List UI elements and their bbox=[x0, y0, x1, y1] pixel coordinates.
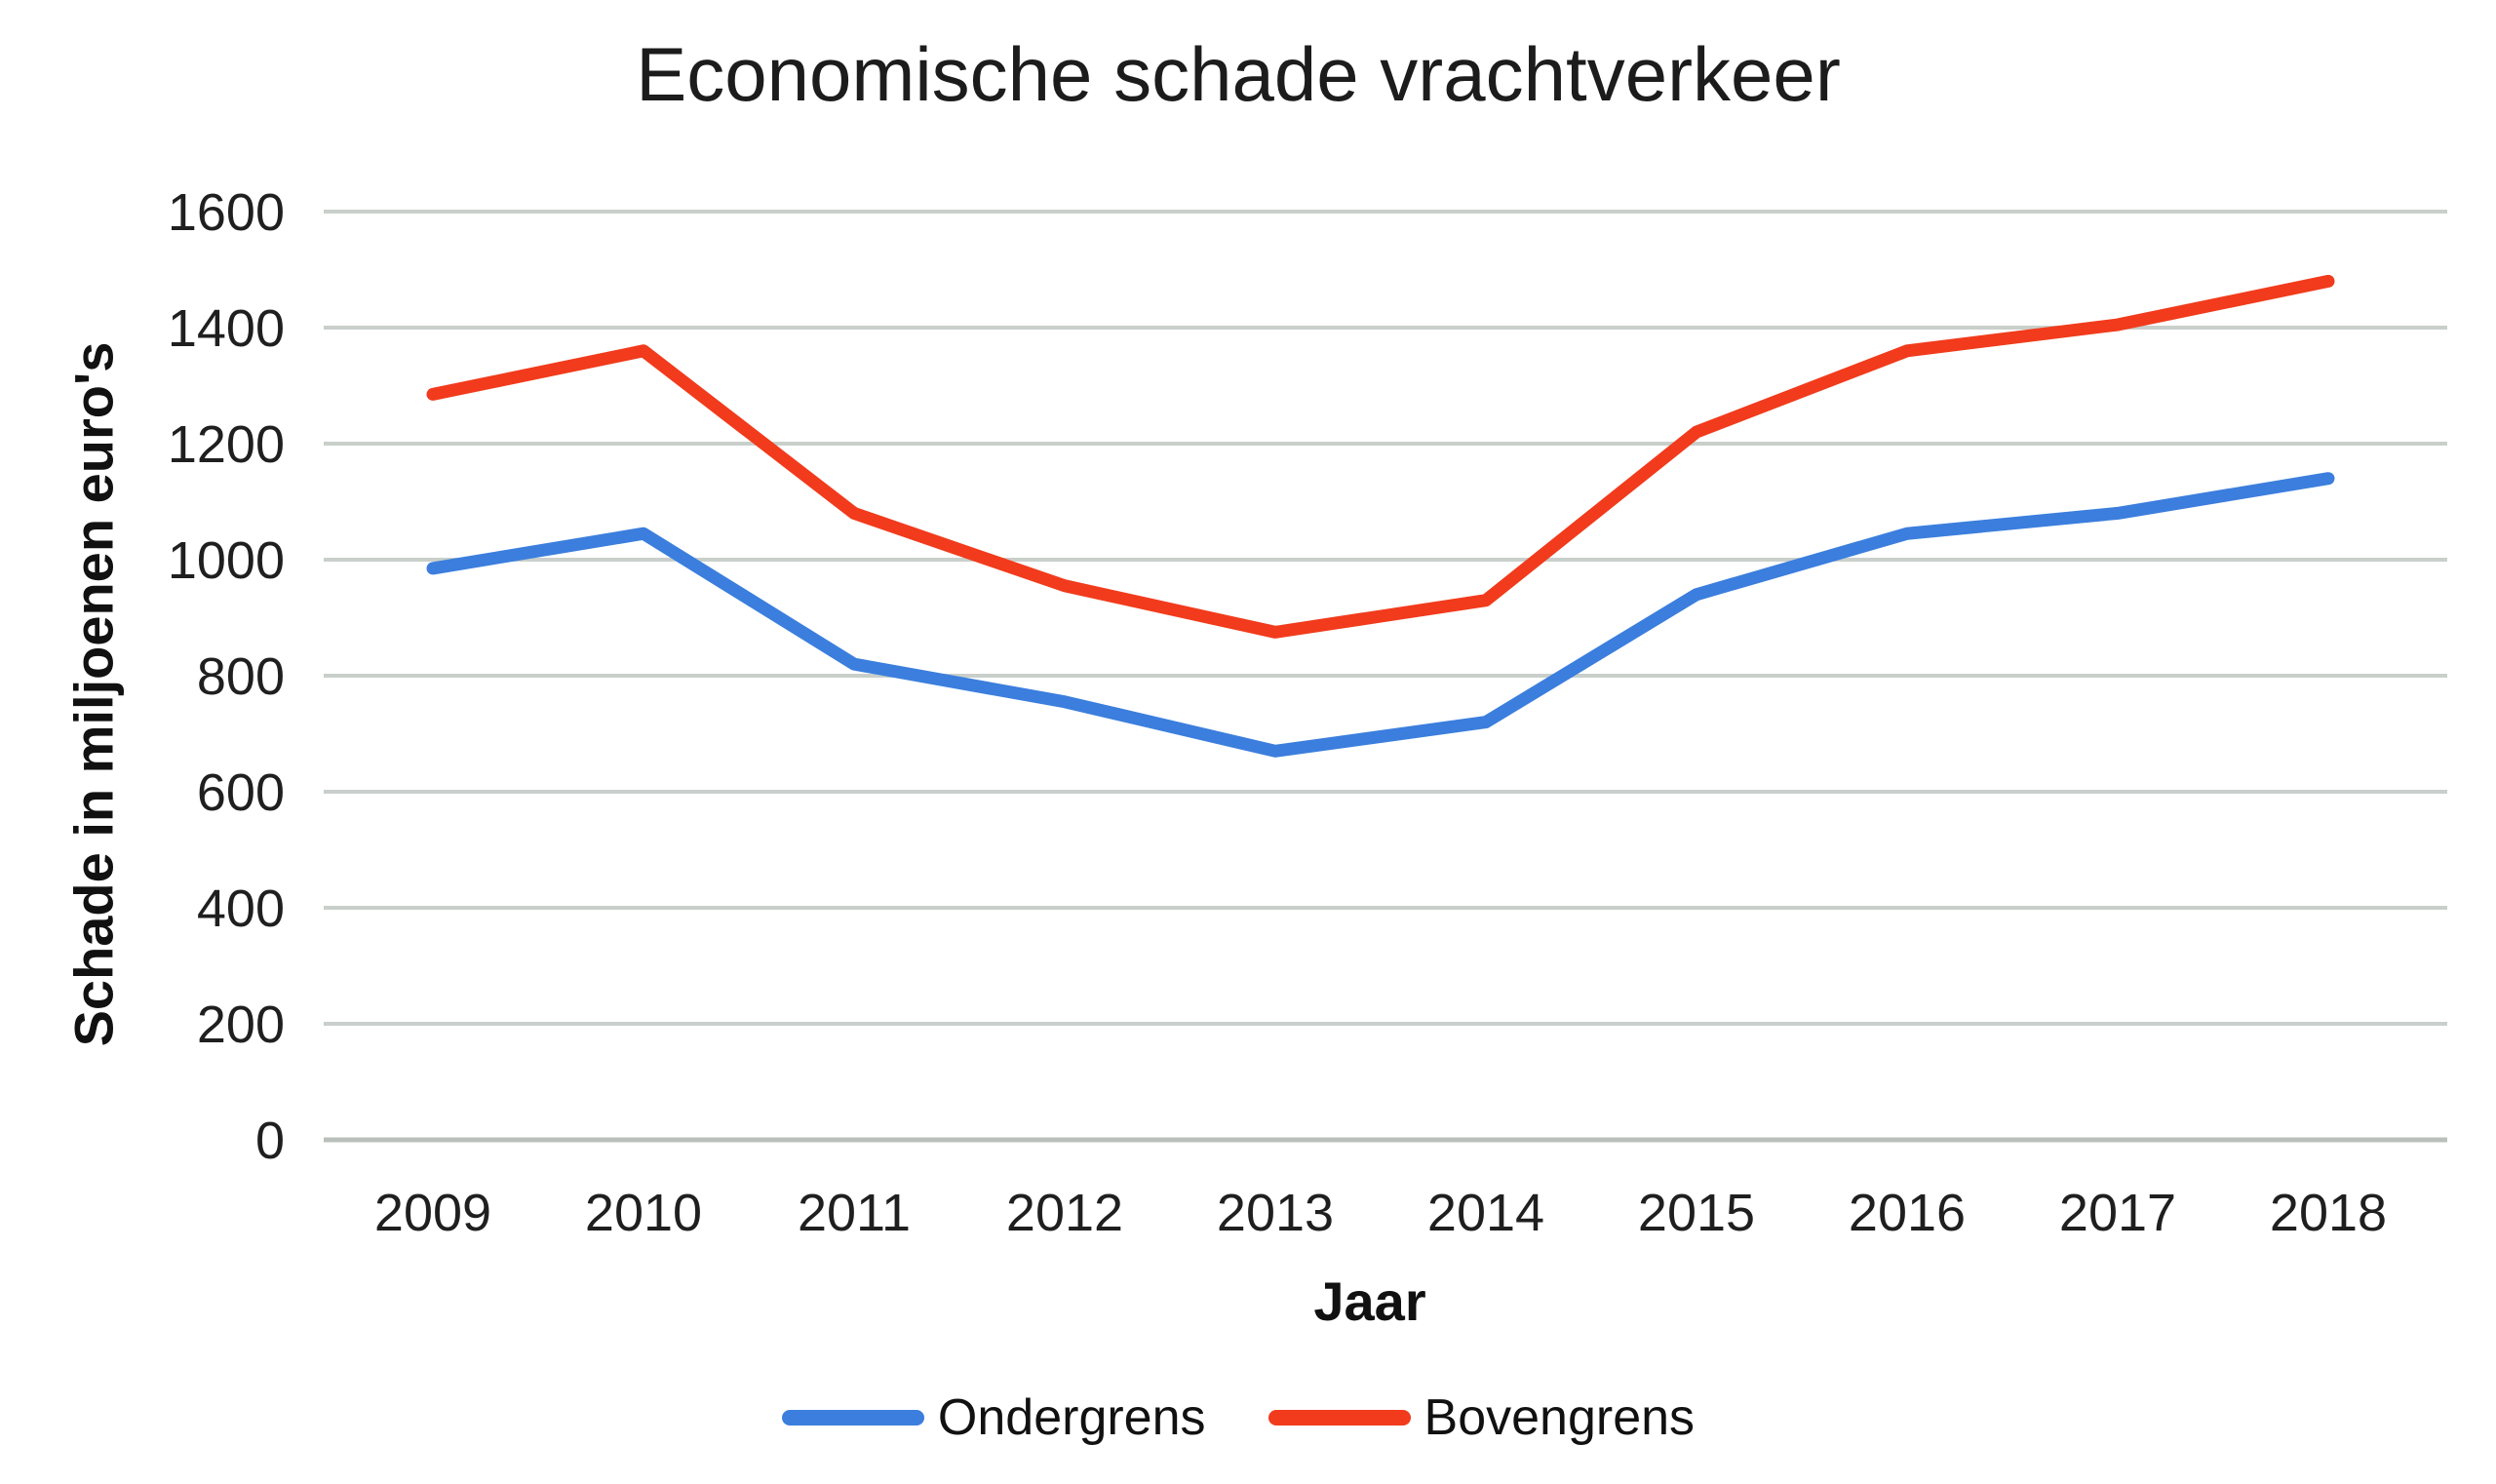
series-line-bovengrens bbox=[426, 274, 2335, 639]
legend-label-bovengrens: Bovengrens bbox=[1424, 1389, 1696, 1446]
y-tick-label-1000: 1000 bbox=[168, 531, 285, 590]
legend-label-ondergrens: Ondergrens bbox=[937, 1389, 1206, 1446]
legend-item-ondergrens: Ondergrens bbox=[781, 1389, 1206, 1446]
y-tick-label-1400: 1400 bbox=[168, 299, 285, 358]
x-tick-label-2016: 2016 bbox=[1849, 1184, 1966, 1242]
x-axis-title: Jaar bbox=[1313, 1270, 1426, 1332]
x-tick-label-2009: 2009 bbox=[374, 1184, 491, 1242]
legend-item-bovengrens: Bovengrens bbox=[1268, 1389, 1696, 1446]
y-tick-label-600: 600 bbox=[197, 763, 285, 822]
legend: Ondergrens Bovengrens bbox=[0, 1392, 2476, 1443]
x-tick-label-2017: 2017 bbox=[2059, 1184, 2176, 1242]
x-tick-label-2011: 2011 bbox=[798, 1184, 911, 1242]
series-line-ondergrens bbox=[426, 472, 2335, 758]
x-tick-label-2018: 2018 bbox=[2270, 1184, 2387, 1242]
y-tick-label-200: 200 bbox=[197, 996, 285, 1054]
x-tick-label-2010: 2010 bbox=[585, 1184, 702, 1242]
chart-title: Economische schade vrachtverkeer bbox=[636, 31, 1841, 117]
legend-swatch-ondergrens bbox=[781, 1410, 924, 1425]
x-tick-label-2014: 2014 bbox=[1427, 1184, 1544, 1242]
x-tick-label-2013: 2013 bbox=[1217, 1184, 1334, 1242]
y-tick-label-1200: 1200 bbox=[168, 415, 285, 474]
y-tick-label-0: 0 bbox=[255, 1112, 285, 1170]
legend-swatch-bovengrens bbox=[1268, 1410, 1411, 1425]
y-tick-label-1600: 1600 bbox=[168, 183, 285, 242]
y-tick-label-400: 400 bbox=[197, 879, 285, 938]
x-tick-label-2015: 2015 bbox=[1638, 1184, 1755, 1242]
x-tick-label-2012: 2012 bbox=[1006, 1184, 1123, 1242]
y-tick-label-800: 800 bbox=[197, 647, 285, 706]
